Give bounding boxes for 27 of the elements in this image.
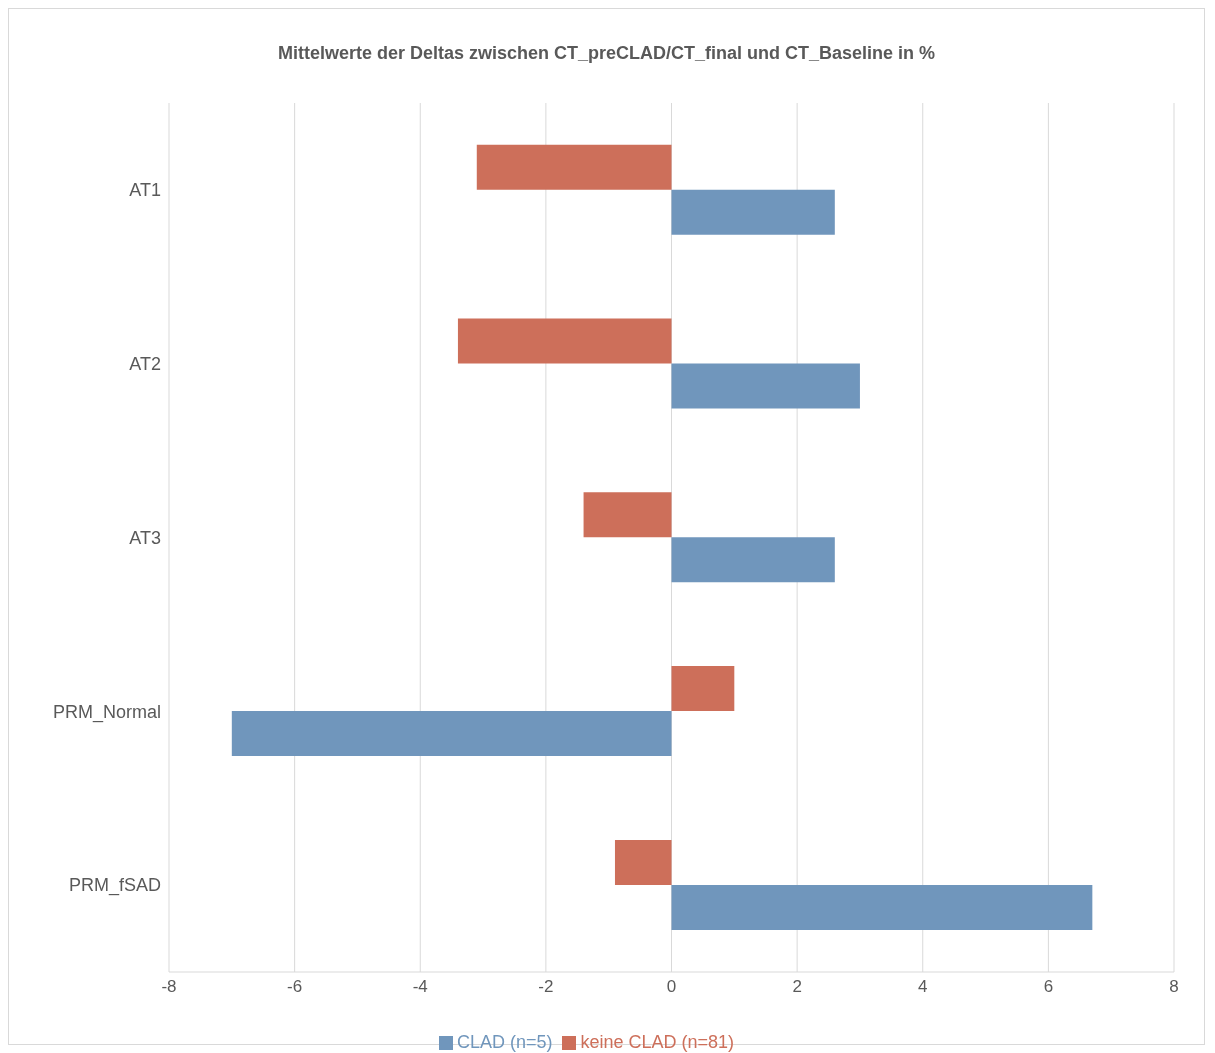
legend-label: CLAD (n=5) — [456, 1032, 553, 1052]
legend-label: keine CLAD (n=81) — [580, 1032, 735, 1052]
y-tick-label: PRM_Normal — [52, 701, 161, 723]
y-tick-label: AT3 — [129, 527, 161, 548]
x-tick-label: -4 — [412, 977, 428, 997]
chart-title: Mittelwerte der Deltas zwischen CT_preCLAD/CT_final und CT_Baseline in % — [276, 42, 937, 65]
x-tick-label: 2 — [792, 977, 802, 997]
bar — [476, 144, 672, 190]
bar — [614, 839, 672, 885]
x-tick-label: 4 — [918, 977, 928, 997]
bar — [583, 492, 672, 538]
bar — [671, 666, 735, 712]
y-tick-label: AT2 — [129, 354, 161, 375]
y-tick-label: PRM_fSAD — [68, 875, 161, 897]
bar — [671, 537, 835, 583]
bar — [671, 363, 860, 409]
x-tick-label: -6 — [287, 977, 303, 997]
bar — [457, 318, 672, 364]
bar — [671, 189, 835, 235]
x-tick-label: -8 — [161, 977, 177, 997]
x-tick-label: 6 — [1043, 977, 1054, 997]
y-tick-label: AT1 — [129, 180, 161, 201]
bar — [231, 711, 672, 757]
bar — [671, 884, 1093, 930]
x-tick-label: 8 — [1169, 977, 1179, 997]
x-tick-label: -2 — [538, 977, 554, 997]
x-tick-label: 0 — [666, 977, 677, 997]
